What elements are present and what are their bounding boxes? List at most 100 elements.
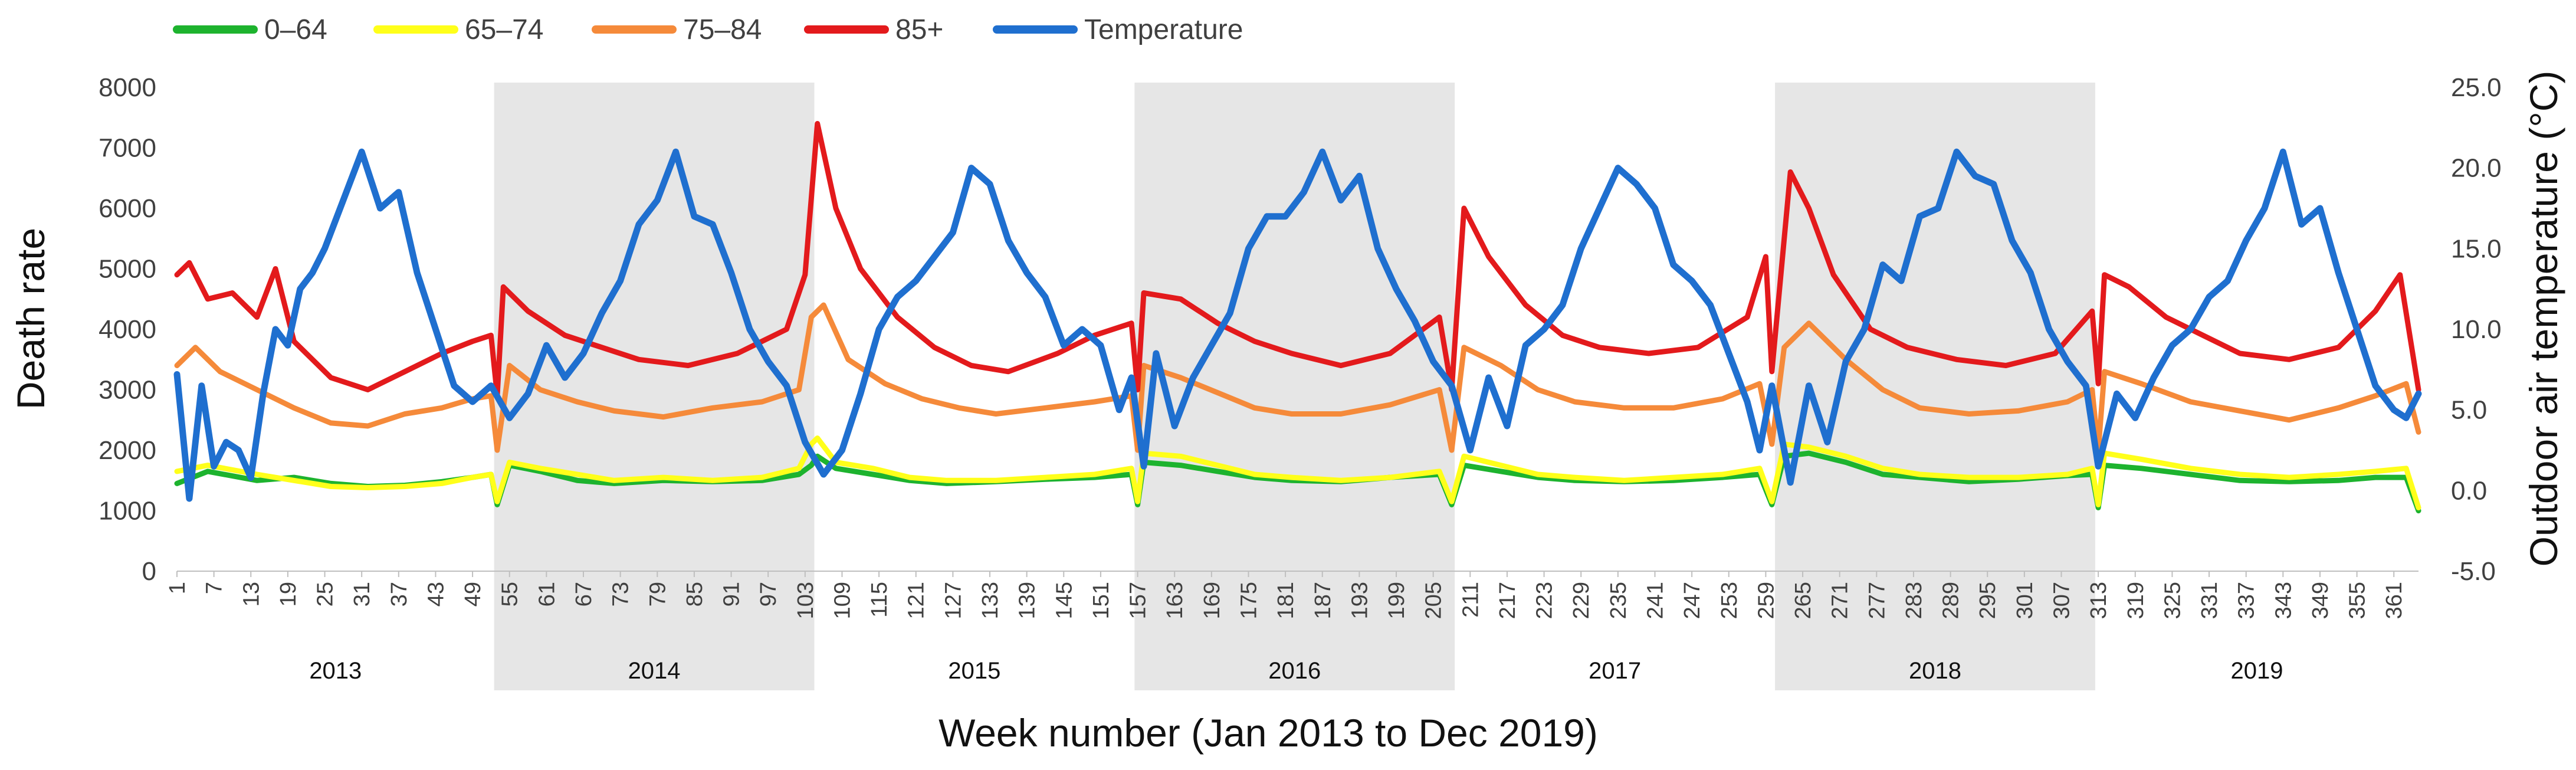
series-line-temperature bbox=[173, 148, 2422, 502]
legend: 0–64 65–74 75–84 85+ Temperature bbox=[173, 14, 1243, 45]
year-label-2015: 2015 bbox=[948, 658, 1000, 684]
x-tick-37: 37 bbox=[387, 582, 412, 607]
x-tick-19: 19 bbox=[276, 582, 301, 607]
x-tick-157: 157 bbox=[1126, 582, 1151, 619]
year-label-2013: 2013 bbox=[309, 658, 362, 684]
x-tick-193: 193 bbox=[1347, 582, 1372, 619]
x-tick-199: 199 bbox=[1384, 582, 1409, 619]
x-tick-163: 163 bbox=[1163, 582, 1187, 619]
x-tick-289: 289 bbox=[1939, 582, 1964, 619]
x-tick-229: 229 bbox=[1569, 582, 1594, 619]
x-axis-ticks: 1 7 13 19 25 31 37 43 49 55 61 67 73 79 85 91 97 103 109 11… bbox=[165, 571, 2407, 619]
legend-label: 75–84 bbox=[683, 14, 762, 45]
year-label-2018: 2018 bbox=[1909, 658, 1961, 684]
y2-tick-5-0: 5.0 bbox=[2451, 396, 2487, 425]
x-tick-1: 1 bbox=[165, 582, 190, 594]
y-tick-4000: 4000 bbox=[99, 315, 156, 344]
x-tick-313: 313 bbox=[2086, 582, 2111, 619]
x-tick-283: 283 bbox=[1902, 582, 1927, 619]
x-tick-175: 175 bbox=[1236, 582, 1261, 619]
y-tick-1000: 1000 bbox=[99, 497, 156, 526]
x-tick-259: 259 bbox=[1754, 582, 1778, 619]
x-tick-307: 307 bbox=[2050, 582, 2075, 619]
x-tick-295: 295 bbox=[1976, 582, 2000, 619]
x-tick-211: 211 bbox=[1458, 582, 1483, 618]
x-tick-349: 349 bbox=[2308, 582, 2333, 619]
x-tick-25: 25 bbox=[313, 582, 338, 607]
x-tick-145: 145 bbox=[1052, 582, 1077, 619]
year-band-2014 bbox=[494, 83, 815, 690]
legend-item-2: 65–74 bbox=[373, 14, 543, 45]
year-band-2018 bbox=[1775, 83, 2095, 690]
series-lines bbox=[173, 121, 2422, 513]
legend-label: Temperature bbox=[1084, 14, 1243, 45]
y2-tick-10-0: 10.0 bbox=[2451, 315, 2502, 344]
x-tick-355: 355 bbox=[2345, 582, 2370, 619]
y2-tick-25-0: 25.0 bbox=[2451, 73, 2502, 102]
year-bands bbox=[494, 83, 2095, 690]
x-tick-253: 253 bbox=[1717, 582, 1742, 619]
x-tick-91: 91 bbox=[720, 582, 744, 607]
x-tick-325: 325 bbox=[2160, 582, 2185, 619]
series-line-75-84 bbox=[174, 302, 2421, 453]
series-line-85-plus bbox=[174, 121, 2421, 399]
x-tick-103: 103 bbox=[793, 582, 818, 619]
right-axis-ticks: -5.0 0.0 5.0 10.0 15.0 20.0 25.0 bbox=[2451, 73, 2502, 586]
x-tick-277: 277 bbox=[1865, 582, 1889, 619]
year-label-2017: 2017 bbox=[1589, 658, 1641, 684]
x-tick-235: 235 bbox=[1606, 582, 1631, 619]
x-tick-115: 115 bbox=[867, 582, 892, 618]
x-tick-265: 265 bbox=[1791, 582, 1816, 619]
y-tick-5000: 5000 bbox=[99, 255, 156, 284]
year-label-2019: 2019 bbox=[2230, 658, 2283, 684]
x-tick-169: 169 bbox=[1200, 582, 1225, 619]
x-tick-73: 73 bbox=[609, 582, 634, 607]
x-tick-85: 85 bbox=[682, 582, 707, 607]
y-tick-6000: 6000 bbox=[99, 194, 156, 223]
year-label-2014: 2014 bbox=[628, 658, 681, 684]
year-labels: 2013 2014 2015 2016 2017 2018 2019 bbox=[309, 658, 2283, 684]
legend-label: 65–74 bbox=[465, 14, 543, 45]
x-tick-343: 343 bbox=[2271, 582, 2296, 619]
x-tick-151: 151 bbox=[1089, 582, 1114, 619]
x-tick-133: 133 bbox=[978, 582, 1003, 619]
x-tick-79: 79 bbox=[645, 582, 670, 607]
legend-item-5: Temperature bbox=[993, 14, 1243, 45]
x-tick-67: 67 bbox=[572, 582, 596, 607]
x-tick-361: 361 bbox=[2382, 582, 2407, 619]
legend-label: 85+ bbox=[895, 14, 943, 45]
x-tick-109: 109 bbox=[830, 582, 855, 619]
y2-tick-20-0: 20.0 bbox=[2451, 154, 2502, 183]
series-line-65-74 bbox=[174, 435, 2421, 510]
x-tick-55: 55 bbox=[498, 582, 523, 607]
x-axis-title: Week number (Jan 2013 to Dec 2019) bbox=[938, 711, 1598, 755]
x-tick-97: 97 bbox=[756, 582, 781, 607]
x-tick-127: 127 bbox=[941, 582, 966, 619]
x-tick-31: 31 bbox=[350, 582, 375, 607]
legend-item-1: 0–64 bbox=[173, 14, 327, 45]
x-tick-205: 205 bbox=[1422, 582, 1446, 619]
year-label-2016: 2016 bbox=[1268, 658, 1321, 684]
x-tick-301: 301 bbox=[2013, 582, 2037, 619]
y-tick-0: 0 bbox=[142, 557, 156, 586]
x-tick-13: 13 bbox=[239, 582, 264, 607]
x-tick-43: 43 bbox=[424, 582, 448, 607]
y-tick-2000: 2000 bbox=[99, 436, 156, 465]
x-tick-271: 271 bbox=[1828, 582, 1853, 619]
x-tick-187: 187 bbox=[1311, 582, 1335, 619]
left-axis-ticks: 0 1000 2000 3000 4000 5000 6000 7000 8000 bbox=[99, 73, 156, 586]
y2-tick-0-0: 0.0 bbox=[2451, 476, 2487, 505]
legend-item-3: 75–84 bbox=[592, 14, 762, 45]
y2-axis-title: Outdoor air temperature (°C) bbox=[2522, 71, 2565, 567]
x-tick-49: 49 bbox=[461, 582, 485, 607]
y-axis-title: Death rate bbox=[9, 228, 52, 409]
x-tick-139: 139 bbox=[1015, 582, 1040, 619]
x-tick-247: 247 bbox=[1680, 582, 1705, 619]
x-tick-337: 337 bbox=[2234, 582, 2259, 619]
x-tick-331: 331 bbox=[2197, 582, 2222, 619]
legend-label: 0–64 bbox=[264, 14, 327, 45]
x-tick-121: 121 bbox=[904, 582, 929, 619]
x-tick-181: 181 bbox=[1274, 582, 1298, 619]
x-tick-241: 241 bbox=[1643, 582, 1668, 619]
